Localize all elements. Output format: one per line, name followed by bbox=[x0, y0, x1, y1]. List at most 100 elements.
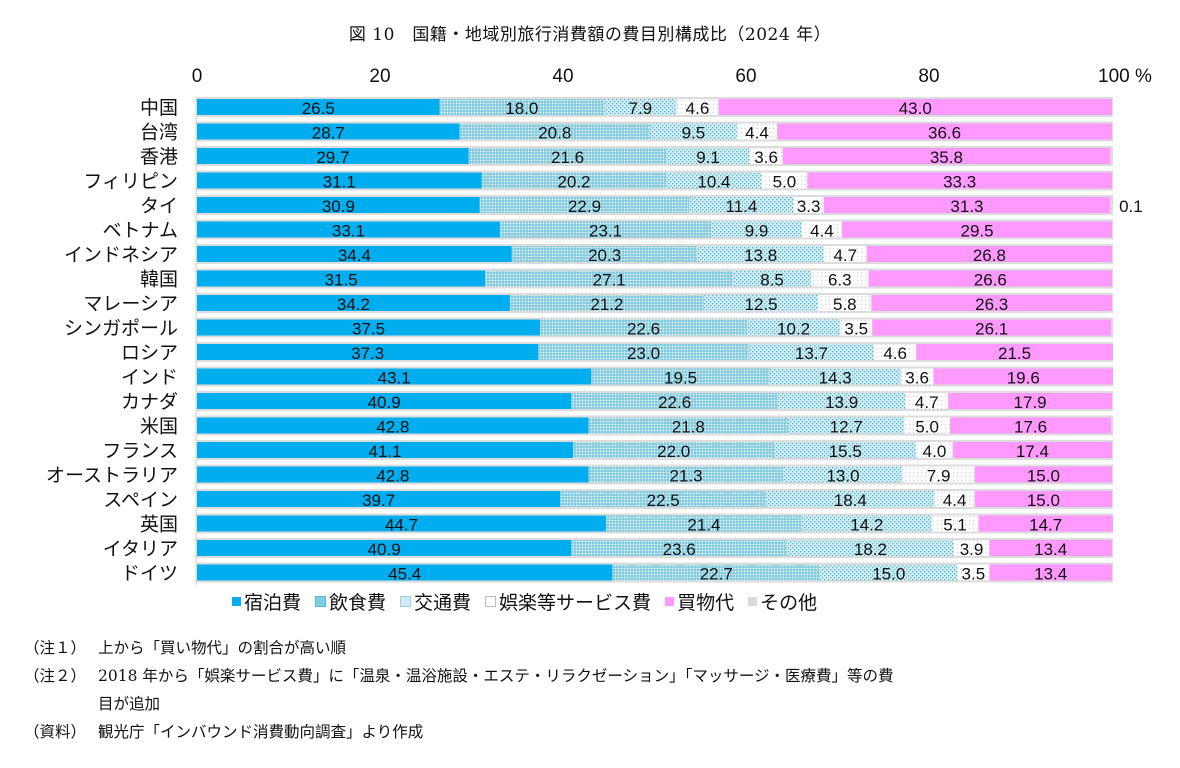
legend-swatch bbox=[400, 596, 412, 607]
data-label: 30.9 bbox=[322, 197, 355, 216]
data-label: 3.5 bbox=[962, 565, 986, 584]
data-label: 13.7 bbox=[795, 344, 828, 363]
data-label: 0.1 bbox=[1119, 197, 1143, 216]
data-label: 29.7 bbox=[316, 148, 349, 167]
bar-segment bbox=[666, 172, 762, 189]
bar-segment bbox=[540, 319, 747, 336]
data-label: 27.1 bbox=[593, 271, 626, 290]
bar-segment bbox=[197, 393, 572, 409]
legend-swatch bbox=[748, 597, 758, 606]
data-label: 15.0 bbox=[1027, 491, 1060, 510]
x-tick-label: 80 bbox=[918, 66, 939, 87]
x-tick-label: 60 bbox=[735, 66, 756, 87]
bar-segment bbox=[511, 246, 698, 262]
data-label: 12.7 bbox=[830, 418, 863, 437]
data-label: 39.7 bbox=[362, 491, 395, 510]
data-label: 3.5 bbox=[844, 320, 868, 339]
legend-swatch bbox=[665, 597, 675, 606]
category-label: 韓国 bbox=[140, 269, 178, 291]
note-row: （注２） 2018 年から「娯楽サービス費」に「温泉・温浴施設・エステ・リラクゼー… bbox=[24, 662, 894, 690]
bar-segment bbox=[197, 246, 512, 262]
legend-item: 娯楽等サービス費 bbox=[485, 588, 651, 615]
data-label: 22.6 bbox=[627, 320, 660, 339]
bar-segment bbox=[459, 123, 650, 140]
category-label: 英国 bbox=[140, 514, 178, 536]
category-label: イタリア bbox=[103, 538, 178, 560]
bar-segment bbox=[481, 172, 667, 189]
data-label: 26.8 bbox=[973, 246, 1006, 265]
bar-row: フランス 41.1 22.0 15.5 4.0 17.4 bbox=[102, 440, 1113, 462]
data-label: 6.3 bbox=[828, 271, 852, 290]
bar-segment bbox=[697, 246, 824, 262]
bar-row: スペイン 39.7 22.5 18.4 4.4 15.0 bbox=[103, 489, 1113, 511]
bar-segment bbox=[197, 172, 482, 189]
category-label: スペイン bbox=[103, 489, 178, 511]
data-label: 21.4 bbox=[687, 516, 720, 535]
bar-segment bbox=[953, 540, 990, 556]
bar-segment bbox=[197, 221, 500, 238]
bar-row: 中国 26.5 18.0 7.9 4.6 43.0 bbox=[140, 97, 1113, 119]
note-row: （資料） 観光庁「インバウンド消費動向調査」より作成 bbox=[24, 718, 894, 746]
data-label: 13.0 bbox=[826, 467, 859, 486]
bar-segment bbox=[197, 295, 510, 311]
bar-segment bbox=[197, 368, 592, 385]
data-label: 20.8 bbox=[538, 124, 571, 143]
bar-segment bbox=[823, 197, 1111, 213]
legend-item: 飲食費 bbox=[315, 588, 386, 615]
data-label: 4.7 bbox=[915, 393, 939, 412]
bar-row: 英国 44.7 21.4 14.2 5.1 14.7 bbox=[140, 513, 1113, 536]
note-text: 上から「買い物代」の割合が高い順 bbox=[98, 639, 347, 657]
data-label: 43.0 bbox=[899, 99, 932, 118]
data-label: 7.9 bbox=[927, 467, 951, 486]
legend-label: その他 bbox=[760, 592, 818, 614]
bar-row: オーストラリア 42.8 21.3 13.0 7.9 15.0 bbox=[46, 464, 1113, 487]
data-label: 26.5 bbox=[302, 99, 335, 118]
data-label: 13.8 bbox=[744, 246, 777, 265]
legend-swatch bbox=[232, 597, 241, 606]
data-label: 17.6 bbox=[1014, 418, 1047, 437]
bar-segment bbox=[866, 246, 1112, 262]
bar-row: ドイツ 45.4 22.7 15.0 3.5 13.4 bbox=[121, 562, 1113, 585]
data-label: 31.3 bbox=[950, 197, 983, 216]
legend-label: 買物代 bbox=[677, 592, 735, 614]
bar-segment bbox=[733, 270, 811, 287]
bar-segment bbox=[573, 442, 775, 458]
bar-segment bbox=[606, 515, 802, 532]
bar-segment bbox=[676, 99, 719, 115]
bar-segment bbox=[197, 319, 541, 336]
data-label: 42.8 bbox=[376, 418, 409, 437]
legend-item: その他 bbox=[748, 588, 817, 615]
data-label: 22.7 bbox=[700, 565, 733, 584]
data-label: 3.6 bbox=[754, 148, 778, 167]
legend-item: 買物代 bbox=[665, 588, 734, 615]
category-label: インド bbox=[121, 367, 178, 389]
bar-segment bbox=[197, 197, 480, 213]
bar-segment bbox=[842, 221, 1112, 238]
bar-segment bbox=[916, 442, 953, 458]
bar-segment bbox=[801, 221, 843, 238]
data-label: 22.6 bbox=[658, 393, 691, 412]
data-label: 20.2 bbox=[557, 173, 590, 192]
note-key: （注２） bbox=[24, 667, 87, 685]
data-label: 31.1 bbox=[323, 173, 356, 192]
bar-segment bbox=[538, 344, 749, 360]
bar-segment bbox=[197, 466, 589, 483]
data-label: 17.9 bbox=[1014, 393, 1047, 412]
data-label: 5.8 bbox=[833, 295, 857, 314]
legend-label: 宿泊費 bbox=[244, 592, 302, 614]
data-label: 15.0 bbox=[872, 565, 905, 584]
bar-segment bbox=[588, 417, 789, 434]
note-row: 目が追加 bbox=[24, 690, 894, 718]
stacked-bar-chart: 0 20 40 60 80 100 % 中国 26.5 18.0 7.9 4.6 43.0 台湾 28.… bbox=[46, 66, 1152, 585]
data-label: 21.2 bbox=[590, 295, 623, 314]
data-label: 5.0 bbox=[915, 418, 939, 437]
bar-segment bbox=[571, 540, 788, 556]
note-text: 2018 年から「娯楽サービス費」に「温泉・温浴施設・エステ・リラクゼーション」… bbox=[98, 667, 894, 685]
data-label: 22.9 bbox=[568, 197, 601, 216]
bar-segment bbox=[571, 393, 779, 409]
bar-row: インド 43.1 19.5 14.3 3.6 19.6 bbox=[121, 366, 1113, 389]
bar-segment bbox=[736, 123, 778, 140]
bar-segment bbox=[711, 221, 802, 238]
data-label: 3.6 bbox=[905, 369, 929, 388]
bar-segment bbox=[485, 270, 734, 287]
